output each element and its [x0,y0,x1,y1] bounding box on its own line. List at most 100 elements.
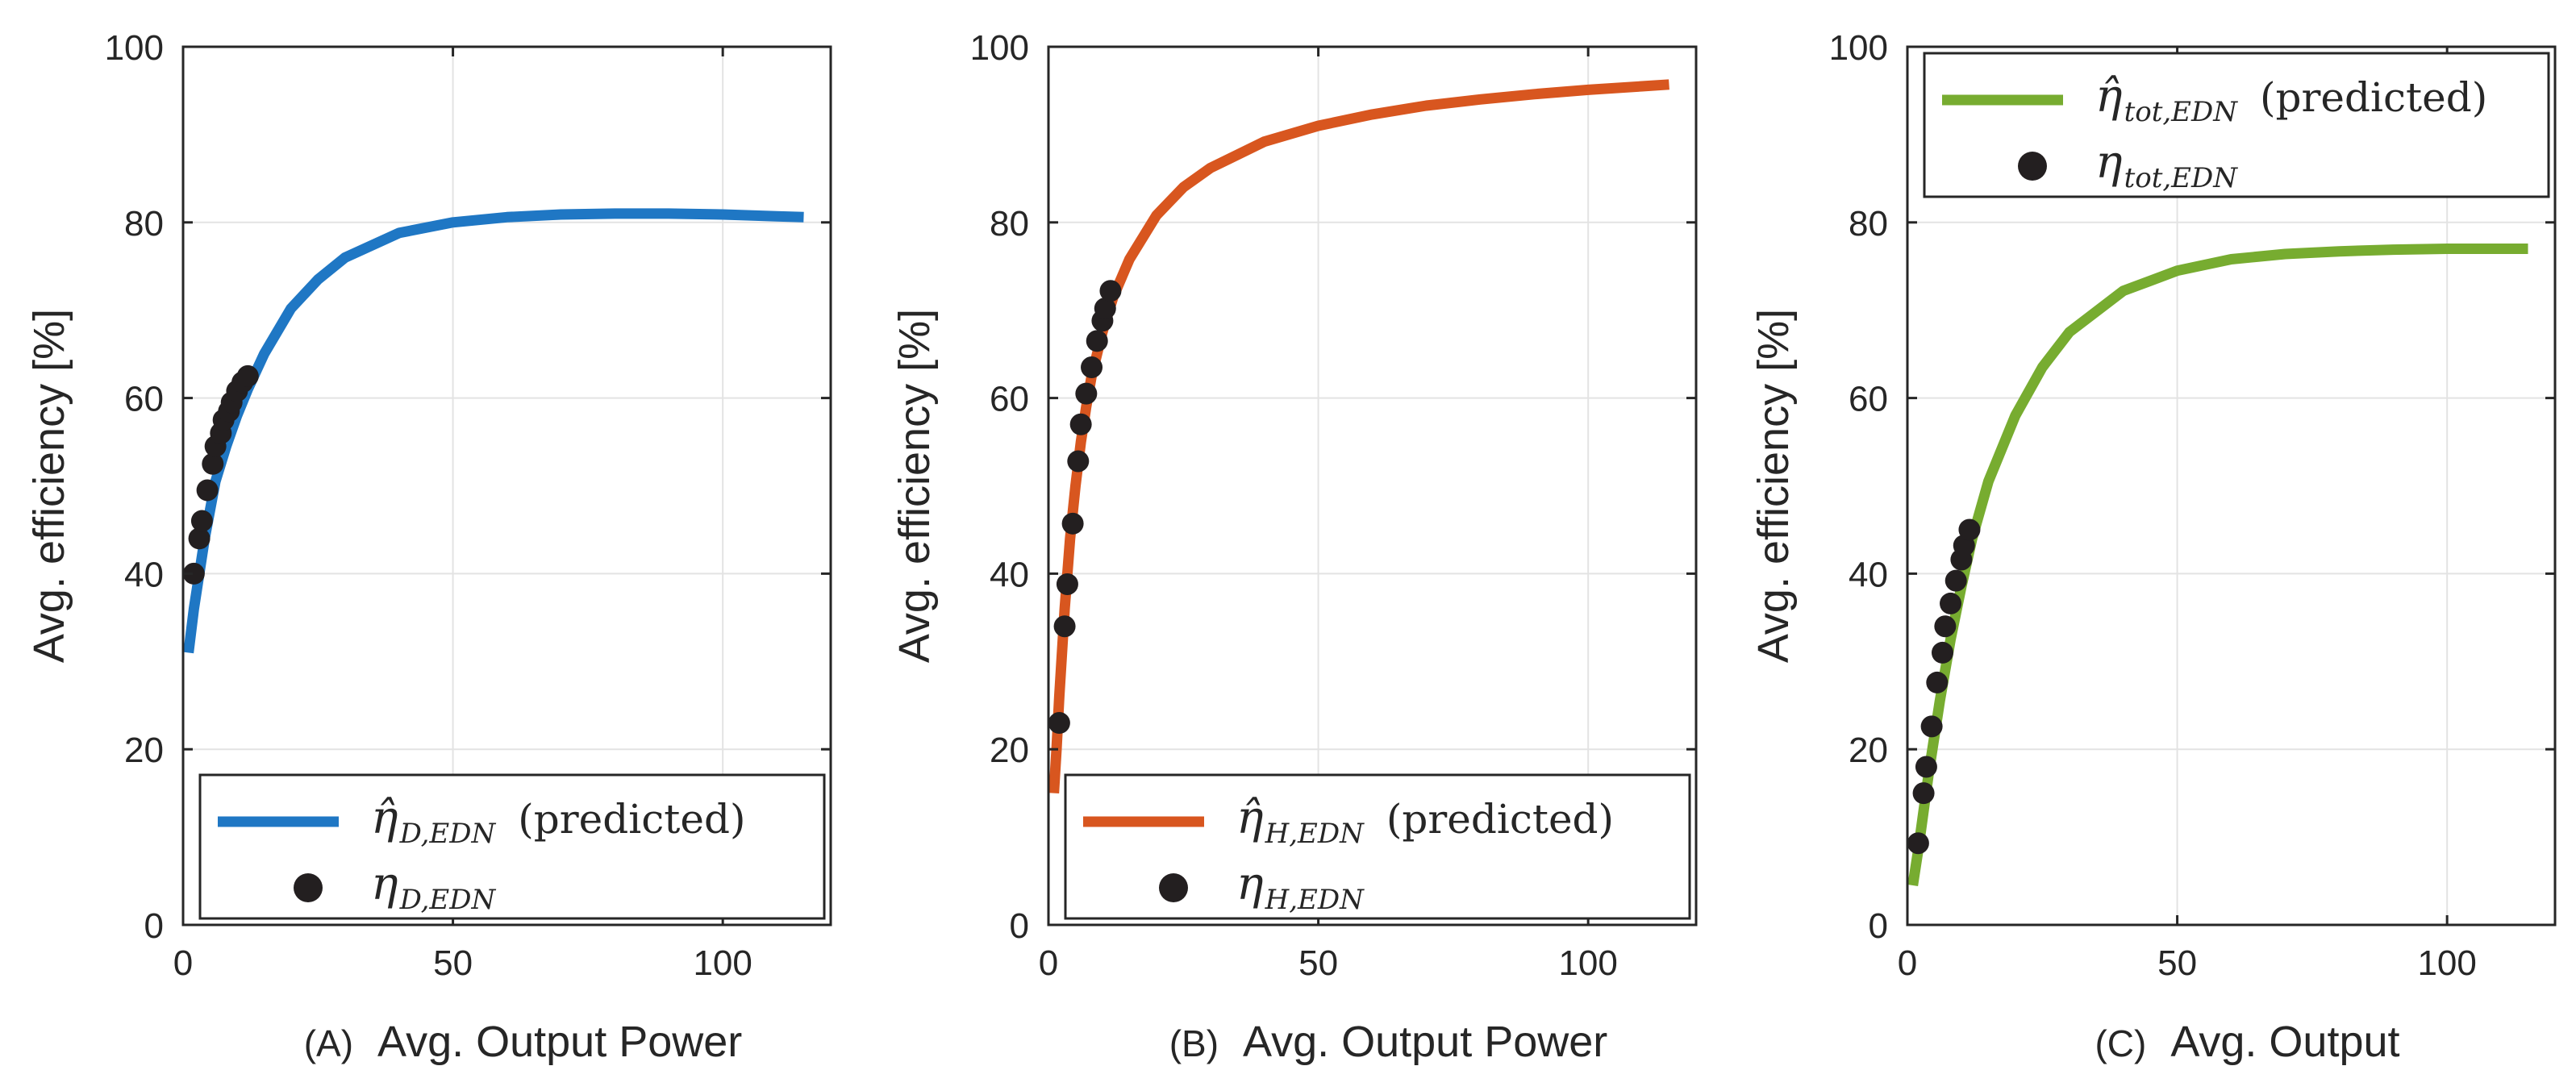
data-point-measured [1075,382,1098,405]
legend-subscript: D,EDN [399,884,497,916]
panel-label: (C) [2095,1022,2146,1064]
y-tick-label: 40 [124,555,164,594]
data-point-measured [1931,641,1953,664]
legend-label: ηD,EDN [371,858,496,916]
data-point-measured [1926,671,1949,693]
x-axis-title: Avg. Output Power [377,1018,742,1066]
data-point-measured [196,479,219,502]
y-tick-label: 100 [1829,28,1888,68]
legend-marker-swatch [1159,873,1188,902]
legend-symbol: η̂ [371,792,398,844]
x-axis-label: (A) Avg. Output Power [304,1018,743,1066]
y-tick-label: 40 [1849,555,1888,594]
y-tick-label: 80 [124,204,164,244]
x-tick-label: 0 [1898,943,1917,983]
legend-subscript: tot,EDN [2124,162,2239,194]
legend-label: ηtot,EDN [2095,136,2238,194]
series-line-predicted [1048,79,1669,793]
data-point-measured [182,562,205,585]
axes-frame [181,45,832,927]
x-tick-label: 50 [1298,943,1338,983]
panel-label: (B) [1169,1022,1219,1064]
legend-symbol: η̂ [2095,70,2123,123]
data-point-measured [1069,413,1092,435]
y-axis-label: Avg. efficiency [%] [25,309,73,663]
legend-subscript: D,EDN [399,818,497,850]
legend-subscript: H,EDN [1265,818,1365,850]
legend: η̂D,EDN (predicted)ηD,EDN [198,773,826,920]
data-point-measured [1940,592,1962,614]
y-tick-label: 100 [105,28,164,68]
x-tick-label: 100 [2417,943,2476,983]
y-tick-label: 80 [990,204,1029,244]
legend-marker-swatch [2018,152,2047,181]
data-point-measured [1086,330,1108,352]
x-axis-title: Avg. Output Power [1243,1018,1607,1066]
legend: η̂tot,EDN (predicted)ηtot,EDN [1923,52,2550,198]
y-tick-label: 0 [1010,906,1029,946]
legend-suffix: (predicted) [518,796,745,843]
data-point-measured [1094,298,1116,320]
axes-frame [1906,45,2557,927]
x-tick-label: 50 [433,943,473,983]
legend-suffix: (predicted) [2260,74,2487,121]
y-tick-label: 40 [990,555,1029,594]
y-tick-label: 20 [1849,731,1888,770]
panel-a: 0 20 40 60 80 100 0 50 100 (A) Avg. Output Power Av… [25,28,832,1066]
data-point-measured [190,510,213,532]
data-point-measured [1915,756,1937,778]
y-tick-label: 20 [990,731,1029,770]
y-tick-label: 0 [144,906,164,946]
y-tick-label: 20 [124,731,164,770]
series-line-predicted [1907,244,2528,886]
data-point-measured [1912,782,1935,805]
data-point-measured [1934,615,1957,638]
data-point-measured [1053,615,1076,638]
data-point-measured [1081,356,1103,378]
legend-label: η̂H,EDN (predicted) [1236,792,1614,850]
legend-subscript: H,EDN [1265,884,1365,916]
series-line-predicted [183,208,804,654]
legend: η̂H,EDN (predicted)ηH,EDN [1064,773,1691,920]
data-point-measured [1056,573,1078,595]
data-point-measured [236,364,259,387]
panel-label: (A) [304,1022,353,1064]
legend-label: ηH,EDN [1236,858,1365,916]
legend-label: η̂D,EDN (predicted) [371,792,745,850]
y-tick-label: 80 [1849,204,1888,244]
data-point-measured [1958,518,1981,541]
legend-symbol: η [371,858,398,910]
y-tick-label: 60 [990,380,1029,419]
x-axis-label: (C) Avg. Output [2095,1018,2399,1066]
legend-marker-swatch [294,873,323,902]
x-tick-label: 100 [1558,943,1617,983]
legend-suffix: (predicted) [1386,796,1614,843]
y-tick-label: 60 [1849,380,1888,419]
x-axis-label: (B) Avg. Output Power [1169,1018,1608,1066]
legend-subscript: tot,EDN [2124,96,2239,128]
data-point-measured [188,527,210,550]
data-point-measured [1945,569,1967,592]
data-point-measured [1067,450,1090,473]
y-tick-label: 0 [1869,906,1888,946]
data-point-measured [1048,712,1070,735]
data-point-measured [1061,512,1084,535]
data-point-measured [202,452,224,475]
x-tick-label: 50 [2157,943,2197,983]
y-tick-label: 60 [124,380,164,419]
y-axis-label: Avg. efficiency [%] [1749,309,1798,663]
legend-label: η̂tot,EDN (predicted) [2095,70,2487,128]
legend-box [1064,773,1691,920]
legend-symbol: η [1236,858,1264,910]
data-point-measured [1920,715,1943,738]
legend-symbol: η̂ [1236,792,1264,844]
y-axis-label: Avg. efficiency [%] [890,309,939,663]
panel-b: 0 20 40 60 80 100 0 50 100 (B) Avg. Output Power Av… [890,28,1698,1066]
x-tick-label: 100 [693,943,752,983]
x-tick-label: 0 [173,943,193,983]
y-tick-label: 100 [970,28,1029,68]
legend-symbol: η [2095,136,2123,189]
panel-c: 0 20 40 60 80 100 0 50 100 (C) Avg. Output Avg. eff… [1749,28,2557,1066]
axes-frame [1047,45,1698,927]
